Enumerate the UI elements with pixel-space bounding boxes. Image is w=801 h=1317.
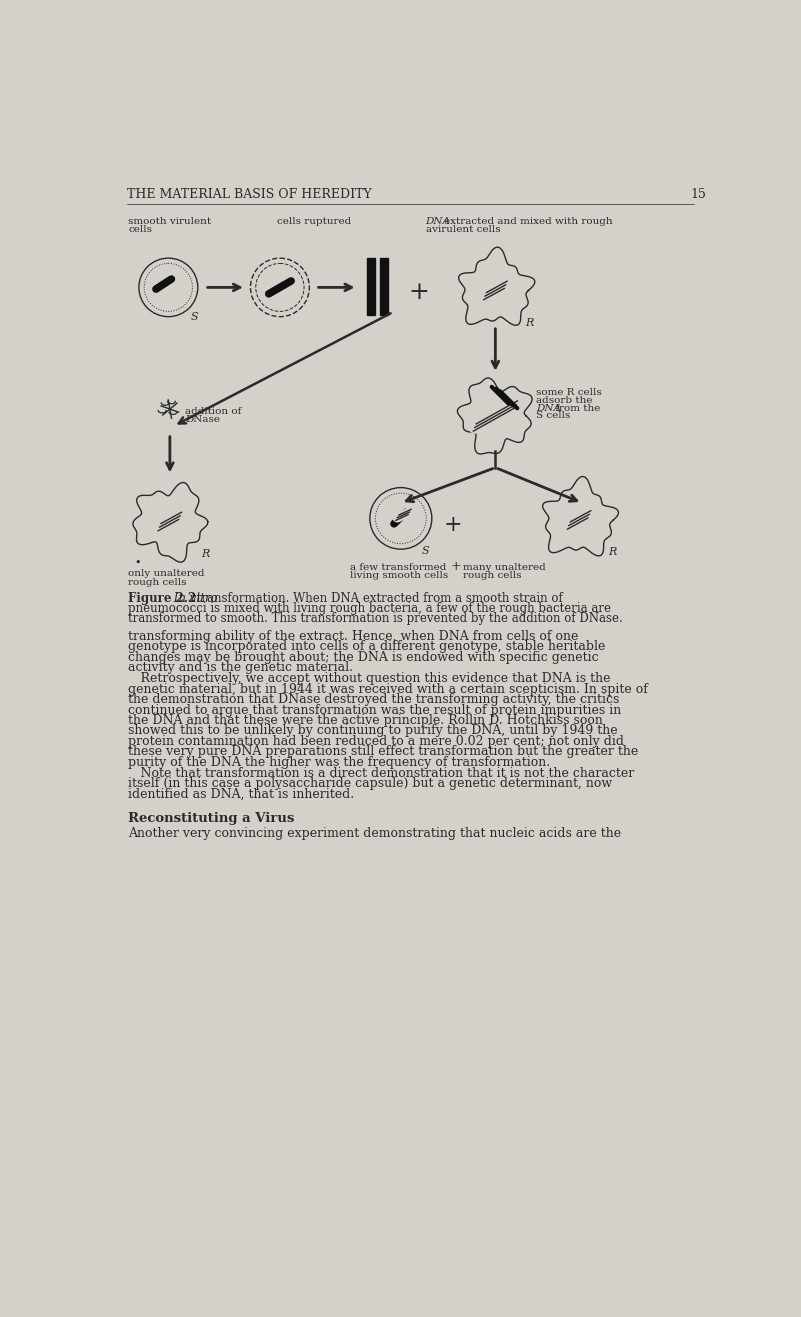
Text: R: R: [525, 317, 533, 328]
Text: identified as DNA, that is inherited.: identified as DNA, that is inherited.: [128, 788, 354, 801]
Text: a few transformed: a few transformed: [350, 562, 446, 572]
Text: transformed to smooth. This transformation is prevented by the addition of DNase: transformed to smooth. This transformati…: [128, 611, 622, 624]
Text: avirulent cells: avirulent cells: [425, 225, 501, 234]
Text: R: R: [201, 549, 209, 558]
Text: DNA: DNA: [537, 403, 562, 412]
Text: Retrospectively, we accept without question this evidence that DNA is the: Retrospectively, we accept without quest…: [128, 673, 610, 685]
Text: transformation. When DNA extracted from a smooth strain of: transformation. When DNA extracted from …: [193, 591, 563, 605]
Text: Another very convincing experiment demonstrating that nucleic acids are the: Another very convincing experiment demon…: [128, 827, 621, 840]
Text: only unaltered: only unaltered: [128, 569, 204, 578]
Text: purity of the DNA the higher was the frequency of transformation.: purity of the DNA the higher was the fre…: [128, 756, 550, 769]
Text: Note that transformation is a direct demonstration that it is not the character: Note that transformation is a direct dem…: [128, 766, 634, 780]
Text: the DNA and that these were the active principle. Rollin D. Hotchkiss soon: the DNA and that these were the active p…: [128, 714, 603, 727]
Text: DNA: DNA: [425, 217, 451, 227]
Text: genetic material, but in 1944 it was received with a certain scepticism. In spit: genetic material, but in 1944 it was rec…: [128, 682, 648, 695]
Text: many unaltered: many unaltered: [463, 562, 545, 572]
Text: +: +: [450, 560, 461, 573]
Bar: [380, 258, 388, 315]
Text: •: •: [135, 558, 141, 568]
Text: changes may be brought about; the DNA is endowed with specific genetic: changes may be brought about; the DNA is…: [128, 651, 598, 664]
Text: cells ruptured: cells ruptured: [277, 217, 351, 227]
Text: protein contamination had been reduced to a mere 0.02 per cent; not only did: protein contamination had been reduced t…: [128, 735, 624, 748]
Text: from the: from the: [552, 403, 600, 412]
Text: genotype is incorporated into cells of a different genotype, stable heritable: genotype is incorporated into cells of a…: [128, 640, 606, 653]
Text: +: +: [409, 281, 429, 303]
Text: 15: 15: [690, 188, 706, 202]
Text: rough cells: rough cells: [128, 578, 187, 586]
Text: THE MATERIAL BASIS OF HEREDITY: THE MATERIAL BASIS OF HEREDITY: [127, 188, 372, 202]
Text: S: S: [422, 545, 429, 556]
Text: some R cells: some R cells: [537, 389, 602, 398]
Text: DNase: DNase: [185, 415, 220, 424]
Text: itself (in this case a polysaccharide capsule) but a genetic determinant, now: itself (in this case a polysaccharide ca…: [128, 777, 612, 790]
Text: transforming ability of the extract. Hence, when DNA from cells of one: transforming ability of the extract. Hen…: [128, 630, 578, 643]
Text: Reconstituting a Virus: Reconstituting a Virus: [128, 811, 295, 824]
Text: the demonstration that DNase destroyed the transforming activity, the critics: the demonstration that DNase destroyed t…: [128, 693, 619, 706]
Bar: [367, 258, 375, 315]
Text: rough cells: rough cells: [463, 572, 521, 581]
Text: +: +: [444, 514, 462, 536]
Text: continued to argue that transformation was the result of protein impurities in: continued to argue that transformation w…: [128, 703, 622, 716]
Text: addition of: addition of: [185, 407, 242, 416]
Text: In vitro: In vitro: [170, 591, 218, 605]
Text: S cells: S cells: [537, 411, 571, 420]
Text: S: S: [191, 312, 199, 321]
Text: adsorb the: adsorb the: [537, 396, 593, 404]
Text: R: R: [609, 548, 617, 557]
Text: cells: cells: [128, 225, 152, 234]
Text: smooth virulent: smooth virulent: [128, 217, 211, 227]
Text: living smooth cells: living smooth cells: [350, 572, 448, 581]
Text: pneumococci is mixed with living rough bacteria, a few of the rough bacteria are: pneumococci is mixed with living rough b…: [128, 602, 611, 615]
Text: extracted and mixed with rough: extracted and mixed with rough: [445, 217, 613, 227]
Text: activity and is the genetic material.: activity and is the genetic material.: [128, 661, 353, 674]
Text: Figure 2.2: Figure 2.2: [128, 591, 196, 605]
Text: showed this to be unlikely by continuing to purify the DNA, until by 1949 the: showed this to be unlikely by continuing…: [128, 724, 618, 738]
Text: these very pure DNA preparations still effect transformation but the greater the: these very pure DNA preparations still e…: [128, 745, 638, 759]
